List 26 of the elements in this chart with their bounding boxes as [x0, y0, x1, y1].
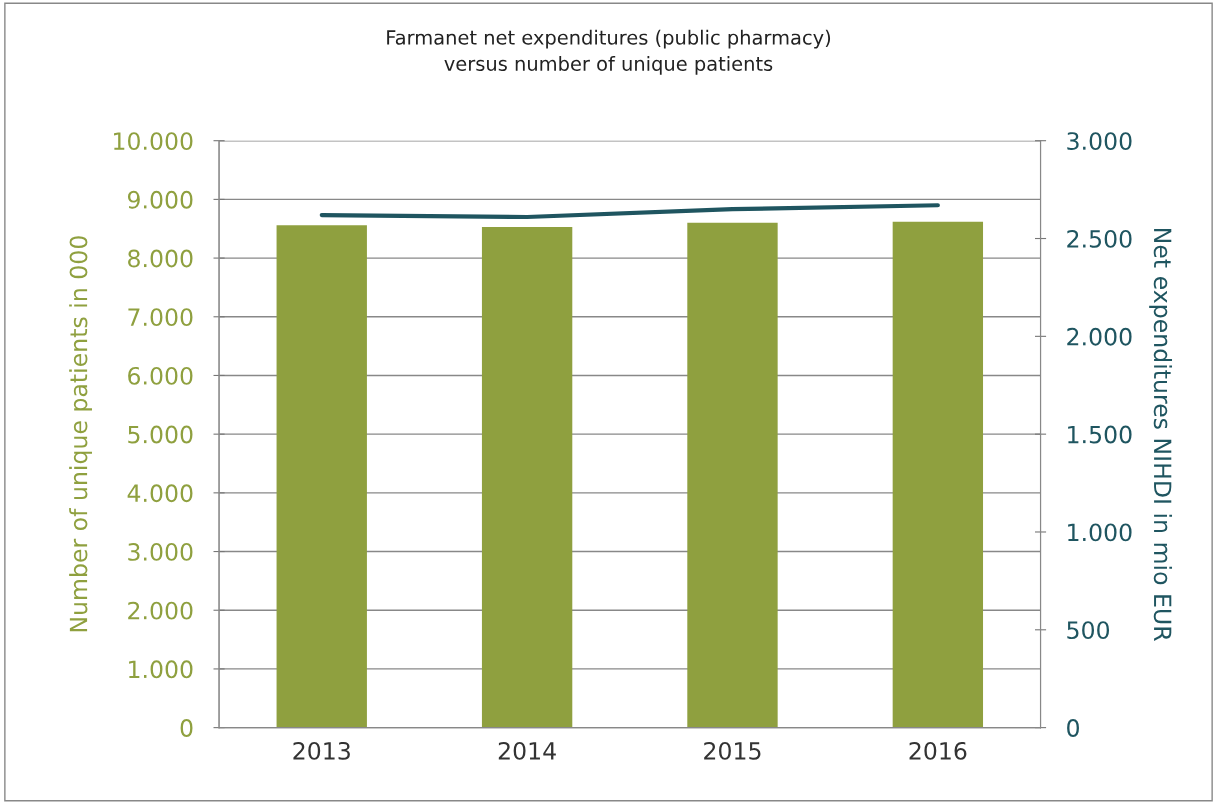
- y2-axis-title: Net expenditures NIHDI in mio EUR: [1149, 228, 1173, 641]
- x-tick-label: 2014: [498, 741, 556, 760]
- line-series: [319, 203, 940, 220]
- x-tick-label: 2016: [909, 741, 967, 760]
- y2-tick-label: 3.000: [1067, 132, 1132, 151]
- y-tick-label: 1.000: [129, 660, 193, 679]
- y2-tick-label: 0: [1067, 719, 1079, 737]
- y-tick-label: 9.000: [127, 190, 193, 209]
- y2-tick-label: 2.500: [1067, 229, 1132, 248]
- y-tick-label: 7.000: [128, 308, 193, 327]
- y2-tick-label: 1.000: [1068, 523, 1132, 542]
- y-tick-label: 8.000: [128, 249, 193, 268]
- y-tick-label: 4.000: [127, 484, 193, 503]
- y-tick-label: 0: [180, 719, 193, 737]
- y2-tick-label: 500: [1067, 621, 1110, 640]
- y-tick-label: 6.000: [128, 366, 193, 385]
- y-tick-label: 3.000: [128, 542, 193, 561]
- y-axis-title: Number of unique patients in 000: [69, 236, 92, 632]
- x-tick-label: 2013: [293, 741, 350, 760]
- y2-tick-label: 2.000: [1067, 327, 1132, 346]
- y2-tick-label: 1.500: [1068, 425, 1132, 444]
- x-tick-label: 2015: [704, 741, 761, 760]
- y-tick-label: 2.000: [128, 601, 193, 620]
- y-tick-label: 10.000: [114, 132, 193, 151]
- y-tick-label: 5.000: [128, 425, 193, 444]
- chart-title: Farmanet net expenditures (public pharmacy) versus number of unique patients: [387, 29, 831, 75]
